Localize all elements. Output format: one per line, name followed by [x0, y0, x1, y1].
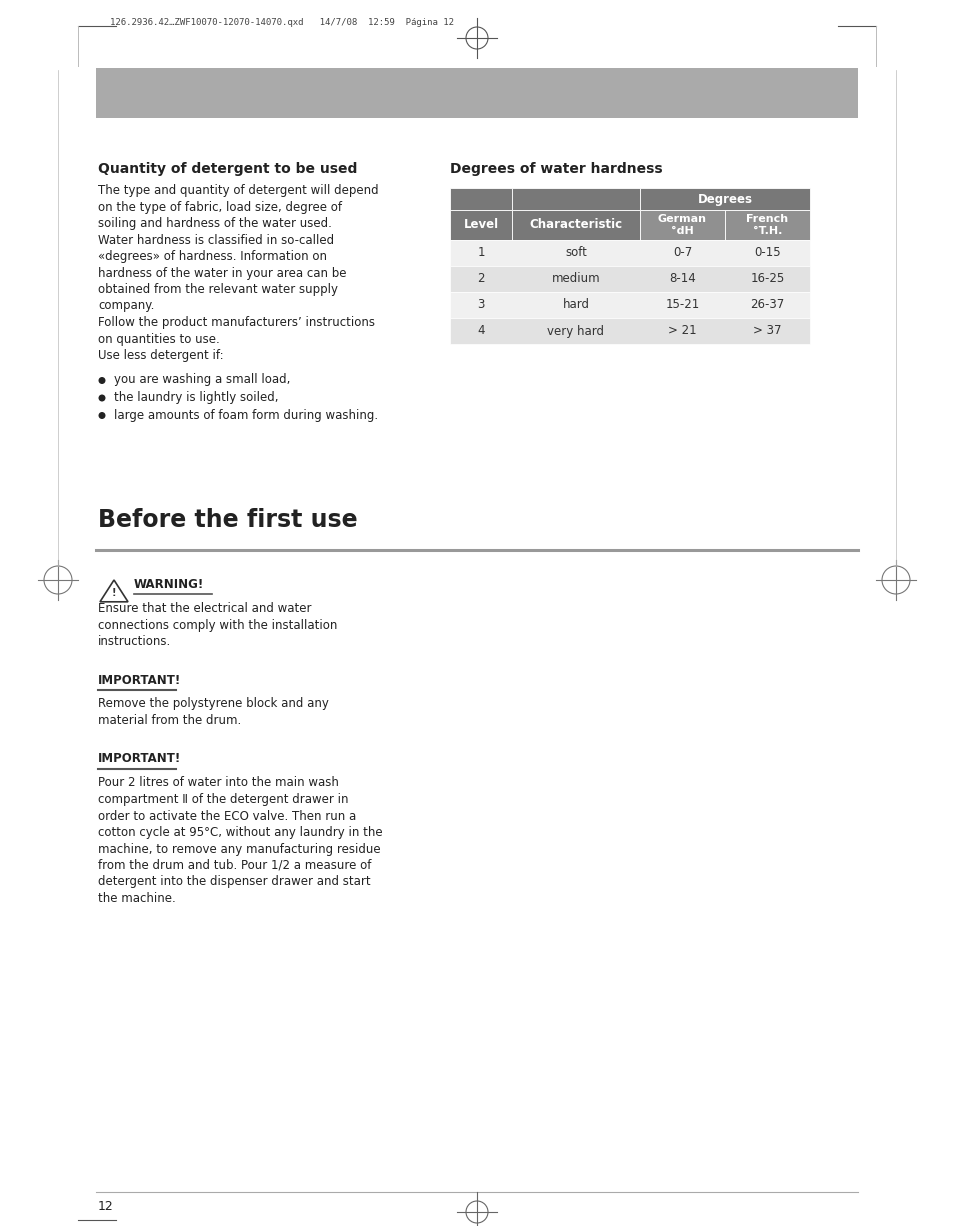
Text: compartment Ⅱ of the detergent drawer in: compartment Ⅱ of the detergent drawer in [98, 793, 348, 805]
Text: obtained from the relevant water supply: obtained from the relevant water supply [98, 283, 337, 295]
Text: company.: company. [98, 299, 154, 313]
Text: German
°dH: German °dH [658, 213, 706, 237]
Text: Quantity of detergent to be used: Quantity of detergent to be used [98, 162, 357, 177]
Text: Pour 2 litres of water into the main wash: Pour 2 litres of water into the main was… [98, 776, 338, 790]
Text: hard: hard [562, 298, 589, 311]
Text: Use less detergent if:: Use less detergent if: [98, 349, 223, 362]
Text: Before the first use: Before the first use [98, 508, 357, 532]
Text: cotton cycle at 95°C, without any laundry in the: cotton cycle at 95°C, without any laundr… [98, 826, 382, 839]
Text: 26-37: 26-37 [750, 298, 783, 311]
Text: Ensure that the electrical and water: Ensure that the electrical and water [98, 602, 312, 615]
Text: from the drum and tub. Pour 1/2 a measure of: from the drum and tub. Pour 1/2 a measur… [98, 859, 371, 872]
Text: order to activate the ECO valve. Then run a: order to activate the ECO valve. Then ru… [98, 809, 355, 823]
Bar [724, 210, 809, 240]
Text: > 21: > 21 [667, 325, 696, 337]
Text: machine, to remove any manufacturing residue: machine, to remove any manufacturing res… [98, 842, 380, 856]
Text: French
°T.H.: French °T.H. [745, 213, 788, 237]
Text: instructions.: instructions. [98, 635, 172, 649]
Text: Level: Level [463, 218, 498, 232]
Bar [450, 266, 809, 292]
Text: 0-15: 0-15 [754, 246, 780, 260]
Circle shape [98, 395, 106, 401]
Text: Remove the polystyrene block and any: Remove the polystyrene block and any [98, 698, 329, 711]
Bar [512, 210, 639, 240]
Text: IMPORTANT!: IMPORTANT! [98, 753, 181, 765]
Text: 12: 12 [98, 1200, 113, 1213]
Text: the laundry is lightly soiled,: the laundry is lightly soiled, [113, 391, 278, 405]
Circle shape [98, 412, 106, 419]
Text: Degrees: Degrees [697, 192, 752, 206]
Bar [450, 292, 809, 318]
Text: detergent into the dispenser drawer and start: detergent into the dispenser drawer and … [98, 875, 370, 889]
Text: 15-21: 15-21 [664, 298, 699, 311]
Bar [639, 188, 809, 210]
Bar [450, 188, 512, 210]
Text: hardness of the water in your area can be: hardness of the water in your area can b… [98, 266, 346, 280]
Bar [450, 210, 512, 240]
Text: soiling and hardness of the water used.: soiling and hardness of the water used. [98, 217, 332, 230]
Text: The type and quantity of detergent will depend: The type and quantity of detergent will … [98, 184, 378, 197]
Text: > 37: > 37 [753, 325, 781, 337]
Text: on quantities to use.: on quantities to use. [98, 332, 219, 346]
Bar [450, 240, 809, 266]
Text: 2: 2 [476, 272, 484, 286]
Text: !: ! [112, 588, 116, 598]
Text: IMPORTANT!: IMPORTANT! [98, 673, 181, 687]
Text: 126.2936.42…ZWF10070-12070-14070.qxd   14/7/08  12:59  Página 12: 126.2936.42…ZWF10070-12070-14070.qxd 14/… [110, 18, 454, 27]
Text: material from the drum.: material from the drum. [98, 714, 241, 727]
Text: 8-14: 8-14 [668, 272, 695, 286]
Text: on the type of fabric, load size, degree of: on the type of fabric, load size, degree… [98, 201, 341, 213]
Text: 16-25: 16-25 [750, 272, 783, 286]
Text: «degrees» of hardness. Information on: «degrees» of hardness. Information on [98, 250, 327, 264]
Bar [96, 67, 857, 118]
Text: very hard: very hard [547, 325, 604, 337]
Text: 4: 4 [476, 325, 484, 337]
Text: 1: 1 [476, 246, 484, 260]
Circle shape [98, 378, 106, 384]
Text: Degrees of water hardness: Degrees of water hardness [450, 162, 662, 177]
Text: you are washing a small load,: you are washing a small load, [113, 374, 290, 386]
Text: Water hardness is classified in so-called: Water hardness is classified in so-calle… [98, 233, 334, 246]
Bar [639, 210, 724, 240]
Text: medium: medium [551, 272, 599, 286]
Text: connections comply with the installation: connections comply with the installation [98, 618, 337, 631]
Text: Follow the product manufacturers’ instructions: Follow the product manufacturers’ instru… [98, 316, 375, 329]
Text: the machine.: the machine. [98, 893, 175, 905]
Text: large amounts of foam form during washing.: large amounts of foam form during washin… [113, 408, 377, 422]
Text: WARNING!: WARNING! [133, 577, 204, 591]
Text: 3: 3 [476, 298, 484, 311]
Bar [450, 318, 809, 345]
Bar [512, 188, 639, 210]
Text: 0-7: 0-7 [672, 246, 691, 260]
Text: soft: soft [564, 246, 586, 260]
Text: Characteristic: Characteristic [529, 218, 622, 232]
